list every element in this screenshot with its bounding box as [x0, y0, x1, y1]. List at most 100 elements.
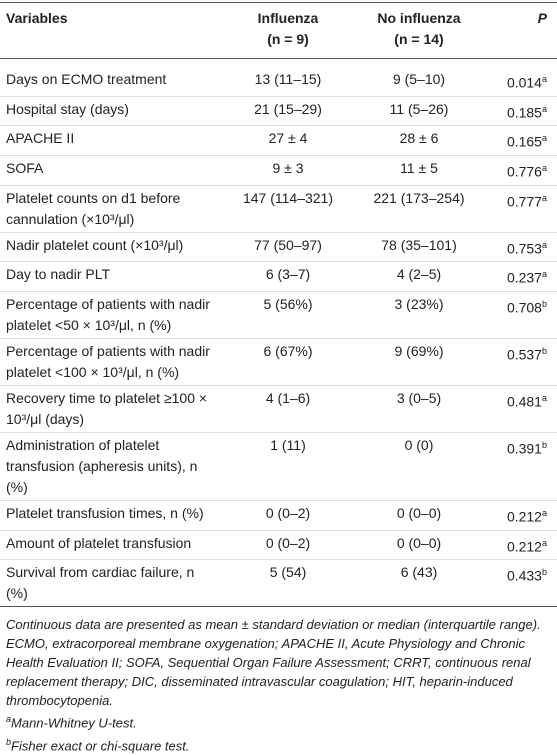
value-cell: 0 (0–2) [218, 530, 358, 561]
footnote-text: Mann-Whitney U-test. [11, 715, 137, 731]
value-cell: 0 (0–0) [358, 530, 480, 561]
header-cell [0, 29, 218, 59]
p-value: 0.014 [506, 74, 542, 91]
footnote-mark: a [541, 392, 547, 403]
table-row: Administration of platelet transfusion (… [0, 432, 557, 501]
variable-cell: Platelet counts on d1 before cannulation… [0, 185, 218, 233]
header-cell: (n = 9) [218, 29, 358, 59]
variable-cell: APACHE II [0, 125, 218, 156]
p-value: 0.391 [506, 440, 542, 457]
table-row: Percentage of patients with nadir platel… [0, 338, 557, 386]
header-cell: Variables [6, 10, 68, 26]
table-row: Survival from cardiac failure, n (%) 5 (5… [0, 559, 557, 608]
p-value: 0.185 [506, 104, 542, 121]
p-cell: 0.212a [480, 530, 557, 561]
p-value: 0.212 [506, 538, 542, 555]
value-cell: 78 (35–101) [358, 232, 480, 263]
p-cell: 0.753a [480, 232, 557, 263]
value-cell: 9 ± 3 [218, 155, 358, 186]
variable-cell: Nadir platelet count (×10³/μl) [0, 232, 218, 263]
value-cell: 11 (5–26) [358, 96, 480, 127]
footnote-mark: b [541, 567, 547, 578]
value-cell: 28 ± 6 [358, 125, 480, 156]
p-value: 0.708 [506, 299, 542, 316]
p-cell: 0.165a [480, 125, 557, 156]
footnote-mark: b [541, 439, 547, 450]
table-row: Hospital stay (days) 21 (15–29) 11 (5–26) 0… [0, 96, 557, 127]
p-value: 0.776 [506, 163, 542, 180]
header-row: Variables Influenza No influenza P [0, 3, 557, 30]
p-cell: 0.185a [480, 96, 557, 127]
p-value: 0.537 [506, 346, 542, 363]
footnote-mark: a [541, 507, 547, 518]
table-body: Days on ECMO treatment 13 (11–15) 9 (5–10)… [0, 58, 557, 608]
p-value: 0.753 [506, 240, 542, 257]
variable-cell: Percentage of patients with nadir platel… [0, 338, 218, 386]
value-cell: 5 (54) [218, 559, 358, 608]
value-cell: 1 (11) [218, 432, 358, 501]
variable-cell: Day to nadir PLT [0, 261, 218, 292]
footnote-mark: a [541, 162, 547, 173]
variable-cell: Survival from cardiac failure, n (%) [0, 559, 218, 608]
footnote-mark: b [541, 298, 547, 309]
table-row: Amount of platelet transfusion 0 (0–2) 0 (… [0, 530, 557, 561]
header-cell: (n = 14) [358, 29, 480, 59]
variable-cell: SOFA [0, 155, 218, 186]
p-cell: 0.433b [480, 559, 557, 608]
p-cell: 0.391b [480, 432, 557, 501]
value-cell: 4 (2–5) [358, 261, 480, 292]
p-value: 0.212 [506, 508, 542, 525]
value-cell: 5 (56%) [218, 291, 358, 339]
variable-cell: Hospital stay (days) [0, 96, 218, 127]
table-row: Platelet transfusion times, n (%) 0 (0–2)… [0, 500, 557, 531]
footnote-mark: a [541, 239, 547, 250]
value-cell: 147 (114–321) [218, 185, 358, 233]
variable-cell: Platelet transfusion times, n (%) [0, 500, 218, 531]
value-cell: 0 (0) [358, 432, 480, 501]
variable-cell: Recovery time to platelet ≥100 × 10³/μl … [0, 385, 218, 433]
p-value: 0.433 [506, 567, 542, 584]
p-value: 0.481 [506, 393, 542, 410]
value-cell: 9 (5–10) [358, 58, 480, 97]
value-cell: 9 (69%) [358, 338, 480, 386]
variable-cell: Administration of platelet transfusion (… [0, 432, 218, 501]
value-cell: 3 (0–5) [358, 385, 480, 433]
p-cell: 0.776a [480, 155, 557, 186]
table-row: SOFA 9 ± 3 11 ± 5 0.776a [0, 155, 557, 186]
footnote-mark: a [541, 103, 547, 114]
value-cell: 11 ± 5 [358, 155, 480, 186]
header-cell [480, 29, 557, 59]
value-cell: 4 (1–6) [218, 385, 358, 433]
footnote: aMann-Whitney U-test. [0, 710, 557, 732]
p-cell: 0.777a [480, 185, 557, 233]
table-row: Nadir platelet count (×10³/μl) 77 (50–97)… [0, 232, 557, 263]
footnote-mark: a [541, 133, 547, 144]
p-value: 0.237 [506, 269, 542, 286]
table-row: Percentage of patients with nadir platel… [0, 291, 557, 339]
data-table: Variables Influenza No influenza P (n = 9) (n… [0, 2, 557, 608]
footnote-mark: a [541, 192, 547, 203]
p-cell: 0.481a [480, 385, 557, 433]
variable-cell: Days on ECMO treatment [0, 58, 218, 97]
p-value: 0.777 [506, 193, 542, 210]
p-cell: 0.212a [480, 500, 557, 531]
p-cell: 0.537b [480, 338, 557, 386]
value-cell: 221 (173–254) [358, 185, 480, 233]
p-cell: 0.237a [480, 261, 557, 292]
p-value: 0.165 [506, 133, 542, 150]
footnote: bFisher exact or chi-square test. [0, 733, 557, 755]
variable-cell: Amount of platelet transfusion [0, 530, 218, 561]
table-row: APACHE II 27 ± 4 28 ± 6 0.165a [0, 125, 557, 156]
p-cell: 0.708b [480, 291, 557, 339]
value-cell: 6 (3–7) [218, 261, 358, 292]
value-cell: 3 (23%) [358, 291, 480, 339]
header-row: (n = 9) (n = 14) [0, 29, 557, 59]
table-row: Recovery time to platelet ≥100 × 10³/μl … [0, 385, 557, 433]
value-cell: 13 (11–15) [218, 58, 358, 97]
value-cell: 21 (15–29) [218, 96, 358, 127]
p-cell: 0.014a [480, 58, 557, 97]
header-cell: Influenza [257, 10, 319, 26]
table-row: Days on ECMO treatment 13 (11–15) 9 (5–10)… [0, 58, 557, 97]
header-cell: P [537, 10, 547, 26]
